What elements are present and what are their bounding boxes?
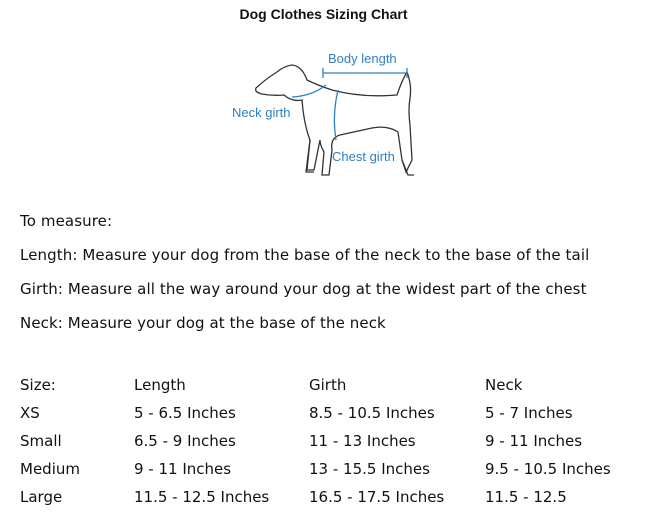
dog-outline — [254, 64, 413, 176]
page-title: Dog Clothes Sizing Chart — [239, 6, 408, 22]
dog-measurement-diagram: Body length Neck girth Chest girth — [232, 51, 414, 176]
header-size: Size: — [20, 376, 56, 394]
table-cell: 11.5 - 12.5 Inches — [134, 488, 270, 506]
chest-girth-label: Chest girth — [332, 149, 395, 164]
table-cell: 8.5 - 10.5 Inches — [309, 404, 435, 422]
table-cell: Large — [20, 488, 63, 506]
table-cell: 9 - 11 Inches — [134, 460, 232, 478]
header-girth: Girth — [309, 376, 347, 394]
front-leg — [305, 139, 314, 173]
table-cell: 16.5 - 17.5 Inches — [309, 488, 445, 506]
table-cell: 11 - 13 Inches — [309, 432, 416, 450]
neck-girth-label: Neck girth — [232, 105, 291, 120]
table-cell: 9 - 11 Inches — [485, 432, 583, 450]
table-cell: 11.5 - 12.5 — [485, 488, 567, 506]
table-cell: 13 - 15.5 Inches — [309, 460, 430, 478]
table-cell: XS — [20, 404, 40, 422]
instruction-length: Length: Measure your dog from the base o… — [20, 246, 590, 264]
table-cell: 5 - 7 Inches — [485, 404, 573, 422]
neck-girth-curve — [291, 84, 327, 98]
chest-girth-curve — [333, 89, 339, 141]
hind-leg — [401, 159, 414, 176]
header-length: Length — [134, 376, 186, 394]
table-cell: Small — [20, 432, 62, 450]
instruction-neck: Neck: Measure your dog at the base of th… — [20, 314, 386, 332]
instruction-girth: Girth: Measure all the way around your d… — [20, 280, 587, 298]
table-cell: Medium — [20, 460, 80, 478]
body-length-label: Body length — [328, 51, 397, 66]
table-cell: 9.5 - 10.5 Inches — [485, 460, 611, 478]
table-cell: 5 - 6.5 Inches — [134, 404, 236, 422]
header-neck: Neck — [485, 376, 523, 394]
table-cell: 6.5 - 9 Inches — [134, 432, 236, 450]
instructions-heading: To measure: — [20, 212, 113, 230]
